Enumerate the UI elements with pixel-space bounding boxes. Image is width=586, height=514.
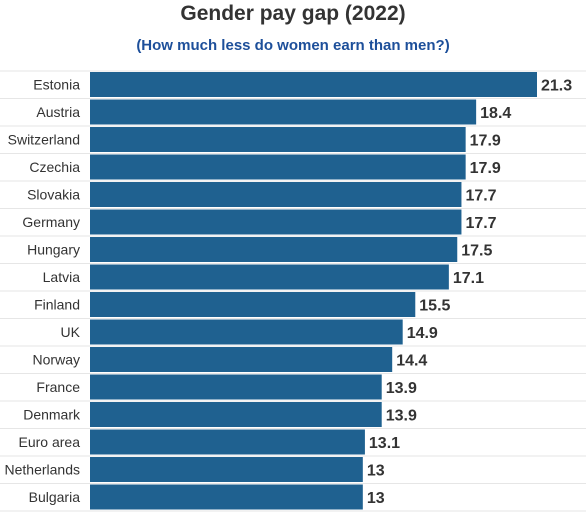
category-label: Norway	[33, 352, 80, 368]
category-label: Germany	[22, 214, 80, 230]
value-label: 13.9	[386, 380, 417, 397]
value-label: 17.9	[470, 160, 501, 177]
bar	[90, 484, 363, 510]
bar	[90, 457, 363, 482]
value-label: 14.4	[396, 353, 427, 370]
bar	[90, 402, 382, 427]
bar	[90, 319, 403, 345]
value-label: 17.7	[465, 215, 496, 232]
value-label: 17.5	[461, 243, 492, 260]
bar	[90, 72, 537, 97]
value-label: 17.9	[470, 133, 501, 150]
category-label: Switzerland	[8, 132, 80, 148]
category-label: Bulgaria	[29, 489, 81, 505]
category-label: Estonia	[33, 77, 80, 93]
category-label: Finland	[34, 297, 80, 313]
category-label: Austria	[36, 104, 80, 120]
category-label: Hungary	[27, 242, 80, 258]
value-label: 14.9	[407, 325, 438, 342]
bar	[90, 154, 466, 180]
bar	[90, 429, 365, 455]
value-label: 13.9	[386, 408, 417, 425]
category-label: UK	[61, 324, 81, 340]
bar	[90, 292, 416, 317]
category-label: Slovakia	[27, 187, 80, 203]
category-label: Netherlands	[5, 462, 81, 478]
bar	[90, 347, 393, 372]
value-label: 13	[367, 490, 385, 507]
bar	[90, 127, 466, 152]
chart-subtitle: (How much less do women earn than men?)	[136, 37, 450, 54]
category-label: Latvia	[43, 269, 81, 285]
value-label: 15.5	[419, 298, 450, 315]
bar	[90, 374, 382, 400]
bar	[90, 237, 458, 262]
chart-title: Gender pay gap (2022)	[180, 2, 406, 25]
category-label: France	[36, 379, 80, 395]
bar	[90, 182, 462, 207]
category-label: Denmark	[23, 407, 81, 423]
value-label: 21.3	[541, 78, 572, 95]
value-label: 17.7	[465, 188, 496, 205]
value-label: 13	[367, 463, 385, 480]
bar	[90, 209, 462, 235]
value-label: 18.4	[480, 105, 511, 122]
category-label: Czechia	[29, 159, 80, 175]
value-label: 13.1	[369, 435, 400, 452]
category-label: Euro area	[19, 434, 81, 450]
value-label: 17.1	[453, 270, 484, 287]
bar	[90, 99, 477, 125]
bar	[90, 264, 449, 290]
